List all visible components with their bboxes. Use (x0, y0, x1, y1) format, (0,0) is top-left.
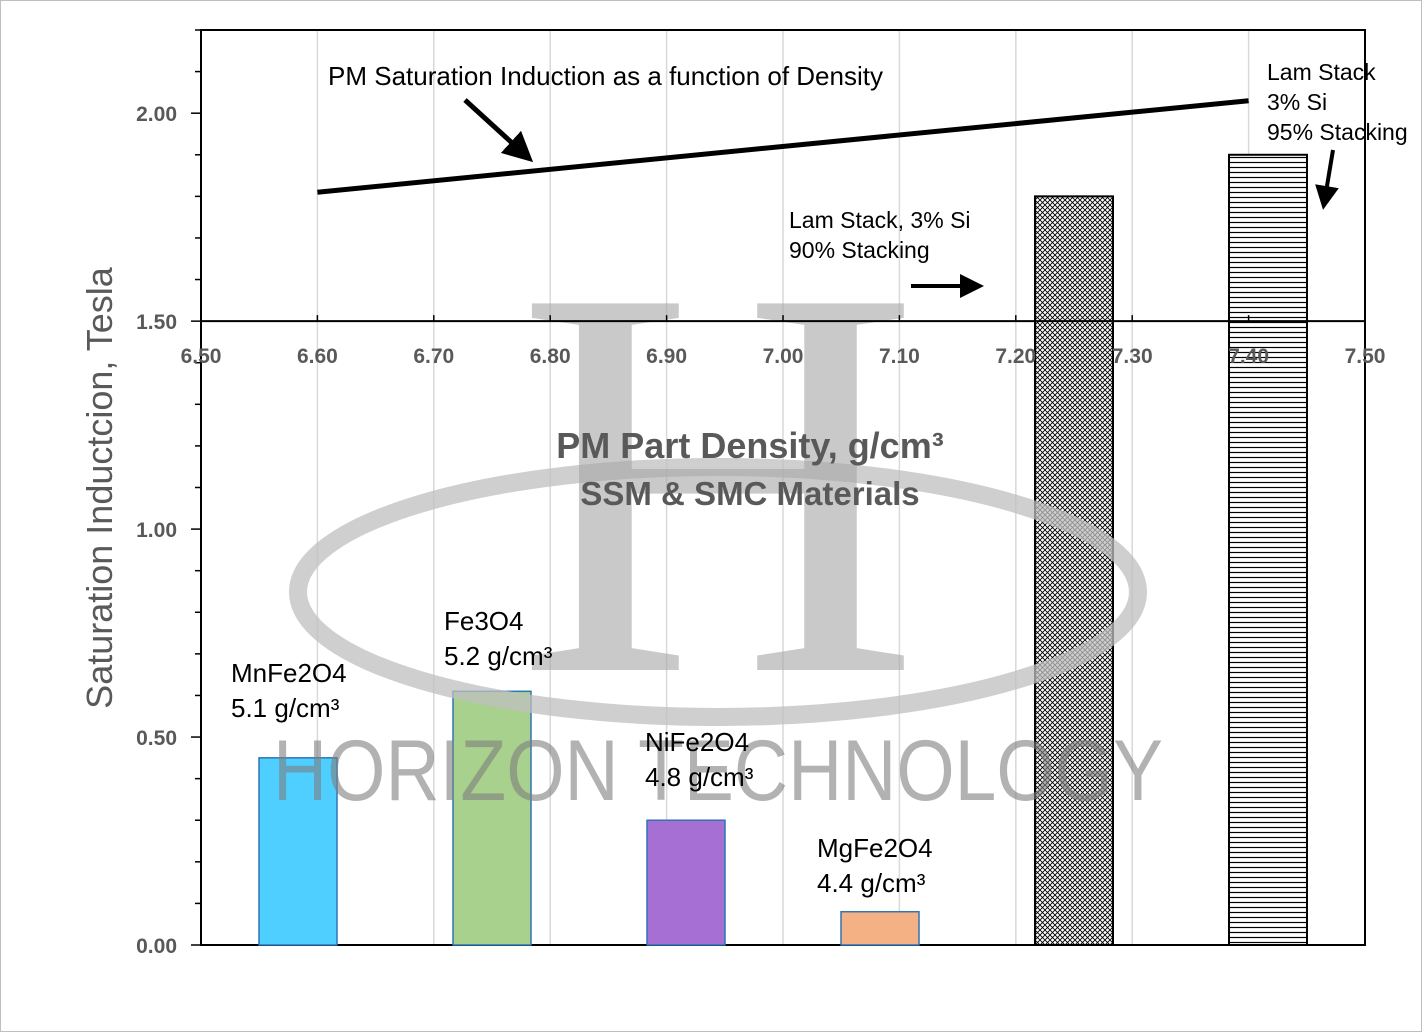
bar-label-nife2o4-name: NiFe2O4 (645, 727, 749, 757)
x-tick-label: 7.00 (763, 345, 804, 368)
x-tick-label: 7.10 (879, 345, 920, 368)
bar-label-mnfe2o4-density: 5.1 g/cm³ (231, 693, 340, 723)
x-tick-label: 6.70 (413, 345, 454, 368)
bar-lam-stack (1228, 153, 1308, 947)
x-tick-label: 6.60 (297, 345, 338, 368)
bar-label-lam95-si: 3% Si (1267, 89, 1327, 115)
x-axis-subtitle: SSM & SMC Materials (580, 475, 919, 512)
tick-labels: 0.00 0.50 1.00 1.50 2.00 6.50 6.60 6.70 6.80 6.90… (136, 103, 1385, 958)
watermark-logo: H HORIZON TECHNOLOGY (273, 172, 1163, 819)
x-tick-label: 6.50 (181, 345, 222, 368)
y-tick-label: 0.00 (136, 935, 177, 958)
watermark-text: HORIZON TECHNOLOGY (273, 723, 1163, 819)
bar-lam-stack-3-si (1034, 195, 1114, 946)
axes (191, 29, 1366, 946)
bar-label-fe3o4-density: 5.2 g/cm³ (444, 641, 553, 671)
bar-label-mgfe2o4-name: MgFe2O4 (817, 833, 933, 863)
x-tick-label: 7.40 (1228, 345, 1269, 368)
y-tick-label: 1.00 (136, 519, 177, 542)
bar-label-nife2o4-density: 4.8 g/cm³ (645, 762, 754, 792)
line-annotation: PM Saturation Induction as a function of… (328, 61, 883, 91)
y-tick-label: 1.50 (136, 311, 177, 334)
y-axis-title: Saturation Inductcion, Tesla (79, 266, 120, 709)
bar-label-lam95-stacking: 95% Stacking (1267, 119, 1408, 145)
bar-fe3o4 (452, 690, 532, 946)
y-tick-label: 2.00 (136, 103, 177, 126)
x-tick-label: 7.20 (995, 345, 1036, 368)
bar-label-lam90-name: Lam Stack, 3% Si (789, 207, 971, 233)
bar-label-mgfe2o4-density: 4.4 g/cm³ (817, 868, 926, 898)
bar-label-fe3o4-name: Fe3O4 (444, 606, 524, 636)
bar-nife2o4 (646, 819, 726, 946)
line-annotation-arrow (463, 98, 534, 163)
bar-label-lam90-stacking: 90% Stacking (789, 237, 930, 263)
x-axis-title: PM Part Density, g/cm³ (556, 425, 943, 466)
x-tick-label: 7.30 (1112, 345, 1153, 368)
bar-mgfe2o4 (840, 910, 920, 946)
bar-mnfe2o4 (258, 757, 338, 946)
pm-saturation-line (317, 98, 1249, 195)
x-tick-label: 7.50 (1345, 345, 1386, 368)
bar-label-lam95-name: Lam Stack (1267, 59, 1376, 85)
watermark-letter: H (516, 172, 920, 792)
lam95-arrow (1315, 149, 1339, 210)
x-tick-label: 6.90 (646, 345, 687, 368)
bar-label-mnfe2o4-name: MnFe2O4 (231, 658, 347, 688)
y-tick-label: 0.50 (136, 727, 177, 750)
x-tick-label: 6.80 (530, 345, 571, 368)
